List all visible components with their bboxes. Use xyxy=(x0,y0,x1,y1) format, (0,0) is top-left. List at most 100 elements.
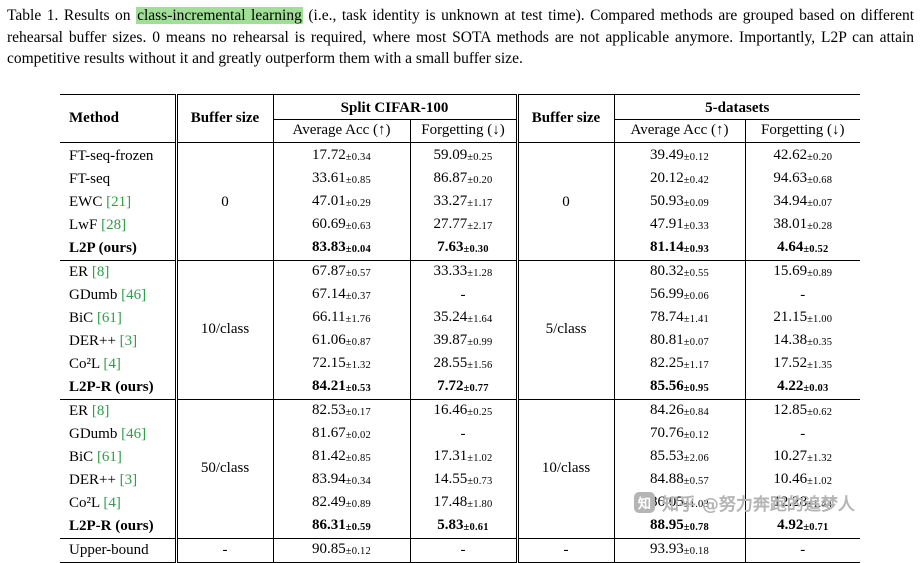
buffer-size-cifar-cell: 10/class xyxy=(176,260,274,399)
method-cell: DER++ [3] xyxy=(60,468,178,492)
citation-link[interactable]: [4] xyxy=(103,355,121,372)
metric-stddev: ±0.62 xyxy=(807,406,833,418)
metric-stddev: ±0.84 xyxy=(683,406,709,418)
metric-stddev: ±1.02 xyxy=(807,475,833,487)
buffer-size-five-cell: 5/class xyxy=(517,260,615,399)
cifar-avg-acc-cell: 66.11±1.76 xyxy=(273,306,411,330)
metric-stddev: ±0.78 xyxy=(683,521,709,533)
header-buffer-size-five: Buffer size xyxy=(517,94,615,142)
metric-value: 4.64 xyxy=(777,238,804,255)
metric-stddev: ±0.63 xyxy=(345,220,371,232)
five-forgetting-cell: - xyxy=(745,423,860,446)
metric-value: - xyxy=(460,425,466,442)
five-avg-acc-cell: 78.74±1.41 xyxy=(614,306,746,330)
method-cell: ER [8] xyxy=(60,260,178,284)
table-row: DER++ [3] 83.94±0.34 14.55±0.73 84.88±0.57 1… xyxy=(60,468,860,492)
citation-link[interactable]: [46] xyxy=(121,425,147,442)
citation-link[interactable]: [28] xyxy=(101,216,127,233)
citation-link[interactable]: [61] xyxy=(96,448,122,465)
table-row: BiC [61] 81.42±0.85 17.31±1.02 85.53±2.06 10… xyxy=(60,445,860,469)
metric-value: 27.77 xyxy=(433,215,468,232)
caption-highlight: class-incremental learning xyxy=(136,7,303,24)
cifar-forgetting-cell: 14.55±0.73 xyxy=(410,468,519,492)
header-row-metrics: Average Acc (↑) Forgetting (↓) Average A… xyxy=(60,119,860,142)
metric-value: 4.22 xyxy=(777,377,804,394)
cifar-forgetting-cell: 16.46±0.25 xyxy=(410,399,519,423)
metric-stddev: ±0.07 xyxy=(683,336,709,348)
citation-link[interactable]: [21] xyxy=(106,193,132,210)
metric-value: 67.14 xyxy=(312,285,346,302)
method-name: ER xyxy=(69,263,89,280)
metric-stddev: ±0.09 xyxy=(683,197,709,209)
metric-value: 7.72 xyxy=(437,377,464,394)
cifar-avg-acc-cell: 72.15±1.32 xyxy=(273,352,411,376)
metric-stddev: ±1.44 xyxy=(807,498,833,510)
cifar-avg-acc-cell: 82.49±0.89 xyxy=(273,491,411,515)
citation-link[interactable]: [61] xyxy=(96,309,122,326)
metric-stddev: ±0.33 xyxy=(683,220,709,232)
metric-stddev: ±1.28 xyxy=(467,267,493,279)
citation-link[interactable]: [8] xyxy=(91,402,110,419)
metric-value: 59.09 xyxy=(433,146,468,163)
five-forgetting-cell: 14.38±0.35 xyxy=(745,330,860,353)
metric-value: 14.38 xyxy=(773,331,808,348)
method-cell: Upper-bound xyxy=(60,538,178,562)
metric-stddev: ±1.03 xyxy=(683,498,709,510)
metric-value: 83.94 xyxy=(312,470,346,487)
metric-value: 10.46 xyxy=(773,470,808,487)
citation-link[interactable]: [3] xyxy=(119,332,138,349)
cifar-forgetting-cell: - xyxy=(410,538,519,562)
cifar-forgetting-cell: 27.77±2.17 xyxy=(410,213,519,237)
citation-link[interactable]: [4] xyxy=(103,494,121,511)
document-page: Table 1. Results on class-incremental le… xyxy=(0,5,921,563)
metric-stddev: ±2.17 xyxy=(467,220,493,232)
header-row-groups: Method Buffer size Split CIFAR-100 Buffe… xyxy=(60,94,861,142)
method-name: GDumb xyxy=(69,425,118,442)
five-forgetting-cell: 4.64±0.52 xyxy=(745,237,860,261)
metric-value: 60.69 xyxy=(312,215,346,232)
citation-link[interactable]: [3] xyxy=(119,471,138,488)
table-header: Method Buffer size Split CIFAR-100 Buffe… xyxy=(60,94,861,142)
cifar-avg-acc-cell: 67.14±0.37 xyxy=(273,283,411,307)
metric-value: 81.67 xyxy=(312,424,346,441)
metric-value: 17.52 xyxy=(773,354,808,371)
method-name: L2P (ours) xyxy=(69,239,137,256)
five-avg-acc-cell: 85.53±2.06 xyxy=(614,445,746,469)
five-forgetting-cell: - xyxy=(745,538,860,562)
table-row: BiC [61] 66.11±1.76 35.24±1.64 78.74±1.41 21… xyxy=(60,306,860,330)
method-cell: GDumb [46] xyxy=(60,422,178,446)
metric-stddev: ±0.37 xyxy=(345,290,371,302)
metric-stddev: ±0.57 xyxy=(345,267,371,279)
caption-text-post: (i.e., task identity is unknown at test … xyxy=(7,7,915,67)
metric-value: 34.94 xyxy=(773,192,808,209)
method-cell: BiC [61] xyxy=(60,445,178,469)
metric-stddev: ±0.57 xyxy=(683,475,709,487)
buffer-size-cifar-cell: 50/class xyxy=(176,399,274,538)
metric-stddev: ±0.35 xyxy=(807,336,833,348)
metric-value: 82.25 xyxy=(650,354,684,371)
citation-link[interactable]: [46] xyxy=(121,286,147,303)
metric-stddev: ±0.20 xyxy=(807,151,833,163)
cifar-forgetting-cell: 33.27±1.17 xyxy=(410,190,519,214)
citation-link[interactable]: [8] xyxy=(91,263,110,280)
five-avg-acc-cell: 93.93±0.18 xyxy=(614,538,746,562)
metric-value: 81.14 xyxy=(650,238,684,255)
method-cell: Co²L [4] xyxy=(60,491,178,515)
metric-stddev: ±0.34 xyxy=(345,475,371,487)
cifar-forgetting-cell: 5.83±0.61 xyxy=(410,514,519,538)
metric-value: 20.12 xyxy=(650,169,684,186)
metric-stddev: ±0.28 xyxy=(807,220,833,232)
five-forgetting-cell: - xyxy=(745,284,860,307)
method-cell: L2P-R (ours) xyxy=(60,375,178,399)
metric-value: 61.06 xyxy=(312,331,346,348)
header-buffer-size-cifar: Buffer size xyxy=(176,94,274,142)
metric-value: 14.55 xyxy=(433,470,468,487)
five-forgetting-cell: 94.63±0.68 xyxy=(745,168,860,191)
metric-value: 82.53 xyxy=(312,401,346,418)
cifar-avg-acc-cell: 82.53±0.17 xyxy=(273,399,411,423)
cifar-forgetting-cell: - xyxy=(410,283,519,307)
metric-stddev: ±0.30 xyxy=(463,243,489,255)
five-avg-acc-cell: 80.81±0.07 xyxy=(614,329,746,353)
table-row: L2P-R (ours) 86.31±0.59 5.83±0.61 88.95±0.7… xyxy=(60,514,860,538)
five-forgetting-cell: 42.62±0.20 xyxy=(745,142,860,168)
